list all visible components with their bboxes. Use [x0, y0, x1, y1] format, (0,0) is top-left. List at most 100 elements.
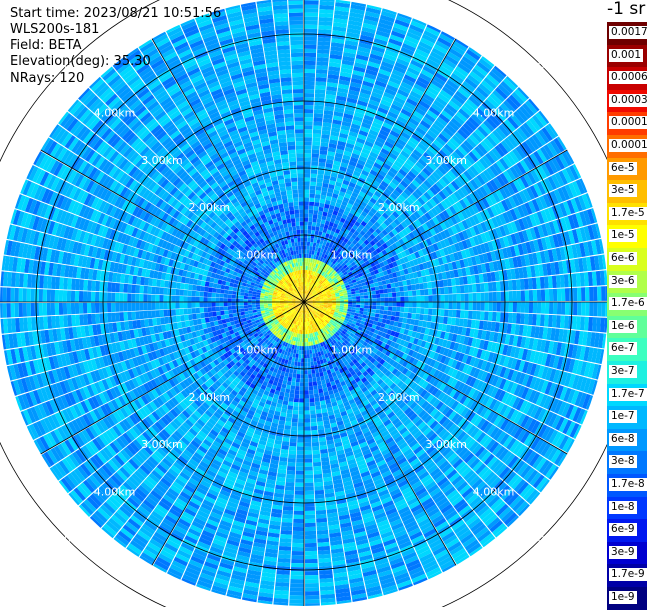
ppi-cell — [295, 487, 304, 491]
ppi-cell — [317, 425, 324, 430]
ppi-cell — [368, 295, 372, 299]
ppi-cell — [313, 214, 318, 219]
ppi-cell — [520, 313, 525, 324]
ppi-cell — [384, 0, 400, 7]
ppi-cell — [577, 287, 581, 301]
ppi-cell — [304, 434, 311, 438]
ppi-cell — [291, 426, 297, 430]
ppi-cell — [304, 394, 309, 398]
ppi-cell — [305, 535, 317, 539]
ppi-cell — [380, 298, 384, 302]
ppi-cell — [477, 293, 481, 302]
ppi-cell — [304, 61, 316, 65]
ppi-cell — [314, 105, 324, 110]
ppi-cell — [290, 438, 297, 443]
ppi-cell — [313, 385, 318, 390]
ppi-cell — [364, 305, 368, 308]
ppi-cell — [315, 93, 325, 98]
ppi-cell — [374, 282, 379, 286]
ppi-cell — [308, 370, 312, 374]
ppi-cell — [460, 310, 465, 318]
ppi-cell — [305, 447, 312, 451]
ppi-cell — [492, 282, 497, 292]
ppi-cell — [564, 131, 575, 146]
ppi-cell — [308, 374, 312, 378]
ppi-cell — [424, 302, 428, 308]
ppi-cell — [440, 309, 445, 316]
ppi-cell — [311, 174, 317, 178]
ppi-cell — [312, 450, 320, 455]
ppi-cell — [304, 101, 314, 105]
ppi-cell — [416, 296, 420, 302]
ppi-cell — [388, 293, 392, 298]
ppi-cell — [304, 422, 310, 426]
ppi-cell — [290, 583, 304, 587]
ppi-cell — [294, 499, 304, 503]
ppi-cell — [580, 428, 590, 443]
ppi-cell — [312, 218, 316, 223]
ppi-cell — [292, 543, 304, 547]
ppi-cell — [314, 202, 319, 207]
ppi-cell — [516, 313, 521, 324]
ppi-cell — [304, 390, 309, 394]
ppi-cell — [305, 487, 314, 491]
ppi-cell — [480, 283, 485, 292]
ppi-cell — [420, 308, 424, 314]
ppi-cell — [513, 302, 517, 312]
ppi-cell — [305, 438, 312, 442]
ppi-cell — [412, 308, 416, 314]
ppi-cell — [364, 299, 368, 302]
ppi-cell — [400, 307, 404, 312]
ppi-cell — [305, 539, 317, 543]
ppi-cell — [304, 29, 317, 33]
ppi-cell — [304, 226, 308, 230]
ppi-cell — [312, 137, 320, 142]
ppi-cell — [307, 234, 311, 238]
ppi-cell — [444, 287, 449, 294]
ppi-cell — [311, 362, 315, 366]
ppi-cell — [416, 302, 420, 308]
ppi-cell — [318, 368, 322, 373]
ppi-cell — [392, 307, 396, 312]
ppi-cell — [415, 284, 420, 290]
ppi-cell — [290, 579, 304, 583]
ppi-cell — [292, 418, 298, 422]
ppi-cell — [400, 291, 404, 296]
ppi-cell — [304, 354, 307, 358]
ppi-cell — [295, 479, 304, 483]
ppi-cell — [364, 292, 368, 296]
ppi-cell — [424, 289, 428, 295]
ppi-cell — [318, 231, 322, 236]
ppi-cell — [287, 470, 296, 475]
ppi-cell — [289, 442, 296, 447]
ppi-cell — [387, 284, 392, 289]
ppi-cell — [500, 532, 514, 545]
ppi-cell — [468, 284, 473, 292]
ppi-cell — [304, 230, 308, 234]
ppi-cell — [311, 430, 318, 435]
ppi-cell — [593, 190, 602, 206]
ppi-cell — [319, 372, 323, 377]
ppi-cell — [374, 317, 379, 321]
ppi-cell — [304, 338, 306, 342]
ppi-cell — [408, 296, 412, 301]
ppi-cell — [308, 222, 312, 226]
ppi-cell — [440, 287, 445, 294]
ppi-cell — [565, 302, 569, 315]
ppi-cell — [599, 382, 607, 398]
ppi-cell — [360, 305, 364, 308]
ppi-cell — [304, 57, 316, 61]
ppi-cell — [597, 286, 601, 300]
ppi-cell — [313, 129, 322, 134]
ppi-cell — [316, 514, 327, 519]
ppi-cell — [379, 310, 383, 314]
ppi-cell — [304, 113, 313, 117]
ppi-cell — [304, 65, 316, 69]
ppi-cell — [448, 286, 453, 293]
ppi-cell — [423, 315, 428, 321]
ppi-cell — [295, 390, 300, 394]
ppi-cell — [294, 362, 298, 366]
ppi-cell — [295, 491, 304, 495]
ppi-cell — [304, 93, 314, 97]
ppi-cell — [300, 374, 304, 378]
